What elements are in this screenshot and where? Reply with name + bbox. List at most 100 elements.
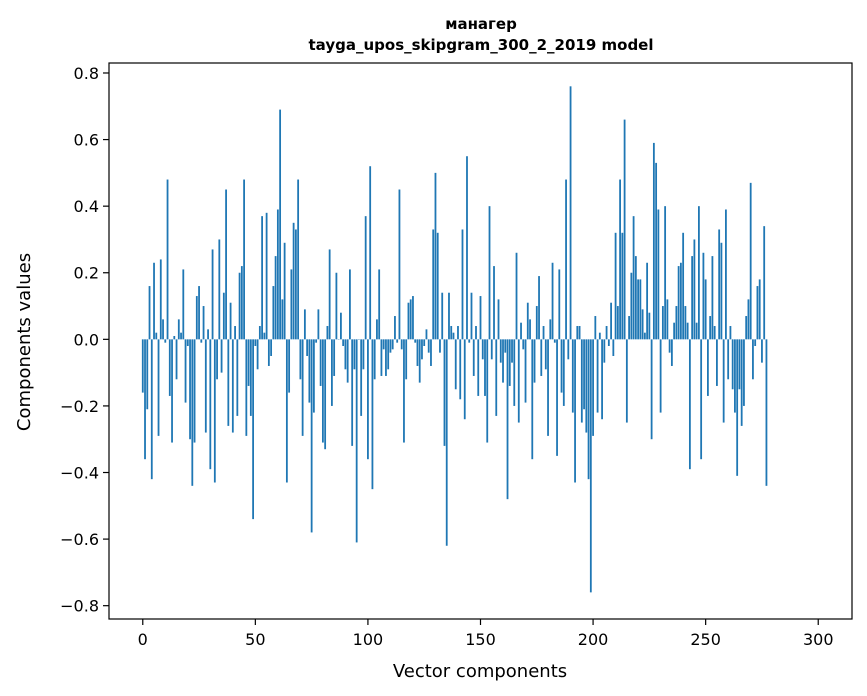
bar-17 <box>180 332 182 340</box>
bar-246 <box>695 322 698 340</box>
bar-72 <box>303 309 306 340</box>
bar-35 <box>220 339 223 373</box>
bars-group <box>141 86 768 593</box>
bar-25 <box>198 286 200 340</box>
bar-219 <box>634 256 637 340</box>
bar-129 <box>432 229 435 340</box>
bar-242 <box>686 322 689 340</box>
bar-10 <box>164 339 167 343</box>
bar-103 <box>373 339 376 380</box>
bar-134 <box>443 339 446 446</box>
bar-247 <box>698 206 700 340</box>
bar-233 <box>666 299 669 340</box>
bar-47 <box>247 339 250 386</box>
bar-209 <box>612 339 615 356</box>
y-tick-label-3: −0.2 <box>60 397 99 416</box>
bar-166 <box>515 252 518 340</box>
bar-207 <box>607 339 610 346</box>
x-tick-label-0: 0 <box>138 630 148 649</box>
bar-107 <box>382 339 385 350</box>
bar-200 <box>592 339 594 436</box>
bar-238 <box>677 266 680 340</box>
bar-111 <box>391 339 394 350</box>
bar-226 <box>650 339 653 440</box>
bar-4 <box>150 339 153 480</box>
bar-109 <box>387 339 390 370</box>
bar-264 <box>736 339 739 476</box>
bar-149 <box>477 339 480 396</box>
bar-84 <box>331 339 333 406</box>
bar-28 <box>204 339 207 433</box>
bar-177 <box>540 339 543 376</box>
y-axis-label: Components values <box>14 253 35 431</box>
bar-62 <box>281 299 284 340</box>
bar-188 <box>565 179 567 340</box>
bar-70 <box>299 339 302 380</box>
bar-191 <box>571 339 574 413</box>
bar-88 <box>340 312 342 340</box>
bar-147 <box>472 339 475 376</box>
bar-228 <box>655 162 658 340</box>
bar-163 <box>508 339 511 386</box>
bar-52 <box>258 326 261 340</box>
bar-239 <box>679 262 682 340</box>
bar-12 <box>168 339 171 396</box>
bar-186 <box>560 339 563 393</box>
bar-32 <box>213 339 216 483</box>
bar-206 <box>605 326 608 340</box>
bar-169 <box>522 339 525 350</box>
bar-138 <box>452 332 455 340</box>
bar-234 <box>668 339 671 353</box>
bar-218 <box>632 216 635 340</box>
bar-43 <box>238 272 241 340</box>
bar-214 <box>623 119 626 340</box>
bar-142 <box>461 229 464 340</box>
bar-162 <box>506 339 509 500</box>
bar-80 <box>321 339 324 443</box>
bar-208 <box>610 302 612 340</box>
bar-183 <box>553 339 556 343</box>
bar-165 <box>513 339 516 406</box>
bar-16 <box>177 319 180 340</box>
bar-276 <box>763 226 766 340</box>
bar-229 <box>657 209 660 340</box>
bar-23 <box>193 339 196 443</box>
bar-248 <box>700 339 703 460</box>
bar-143 <box>463 339 466 420</box>
bar-97 <box>360 339 363 416</box>
bar-0 <box>141 339 144 393</box>
bar-74 <box>308 339 311 403</box>
y-tick-label-8: 0.8 <box>74 64 99 83</box>
bar-245 <box>693 239 696 340</box>
bar-59 <box>274 256 277 340</box>
bar-222 <box>641 309 644 340</box>
bar-153 <box>486 339 489 443</box>
bar-194 <box>578 326 581 340</box>
bar-67 <box>292 222 295 340</box>
bar-145 <box>468 339 471 343</box>
bar-133 <box>441 292 444 340</box>
bar-118 <box>407 302 410 340</box>
bar-158 <box>497 299 500 340</box>
bar-275 <box>761 339 763 363</box>
bar-260 <box>727 339 730 380</box>
bar-53 <box>261 216 263 340</box>
bar-15 <box>175 339 178 380</box>
bar-171 <box>526 302 529 340</box>
bar-203 <box>598 332 601 340</box>
bar-274 <box>758 279 761 340</box>
bar-179 <box>544 339 547 370</box>
bar-44 <box>240 266 243 340</box>
bar-201 <box>594 316 597 340</box>
bar-155 <box>490 339 493 360</box>
bar-36 <box>222 292 225 340</box>
bar-215 <box>625 339 628 423</box>
bar-1 <box>144 339 146 460</box>
bar-267 <box>743 339 745 406</box>
bar-102 <box>371 339 374 490</box>
bar-34 <box>218 239 221 340</box>
bar-128 <box>430 339 432 366</box>
x-tick-label-200: 200 <box>578 630 609 649</box>
y-tick-label-5: 0.2 <box>74 264 99 283</box>
bar-132 <box>439 339 441 353</box>
